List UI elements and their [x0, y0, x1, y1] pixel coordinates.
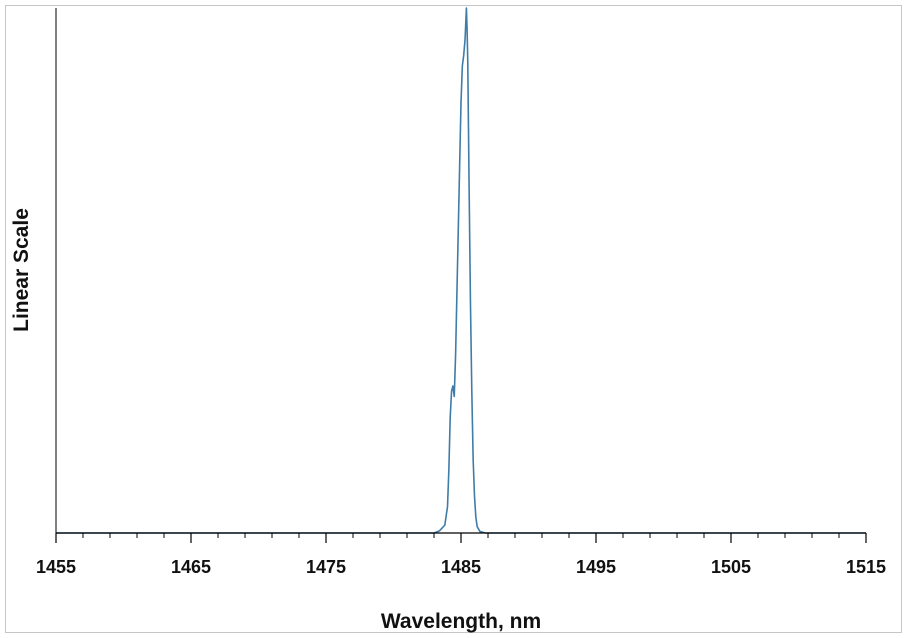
chart-area-border [5, 5, 902, 633]
x-tick-label: 1505 [711, 557, 751, 577]
x-tick-label: 1455 [36, 557, 76, 577]
x-tick-label: 1495 [576, 557, 616, 577]
x-tick-label: 1485 [441, 557, 481, 577]
x-tick-label: 1515 [846, 557, 886, 577]
x-tick-label: 1475 [306, 557, 346, 577]
y-axis-title: Linear Scale [10, 208, 33, 332]
x-tick-label: 1465 [171, 557, 211, 577]
x-axis-title: Wavelength, nm [381, 610, 541, 633]
plot-area: 1455 1465 1475 1485 1495 1505 1515 [36, 7, 886, 577]
series-line-0 [56, 7, 866, 534]
